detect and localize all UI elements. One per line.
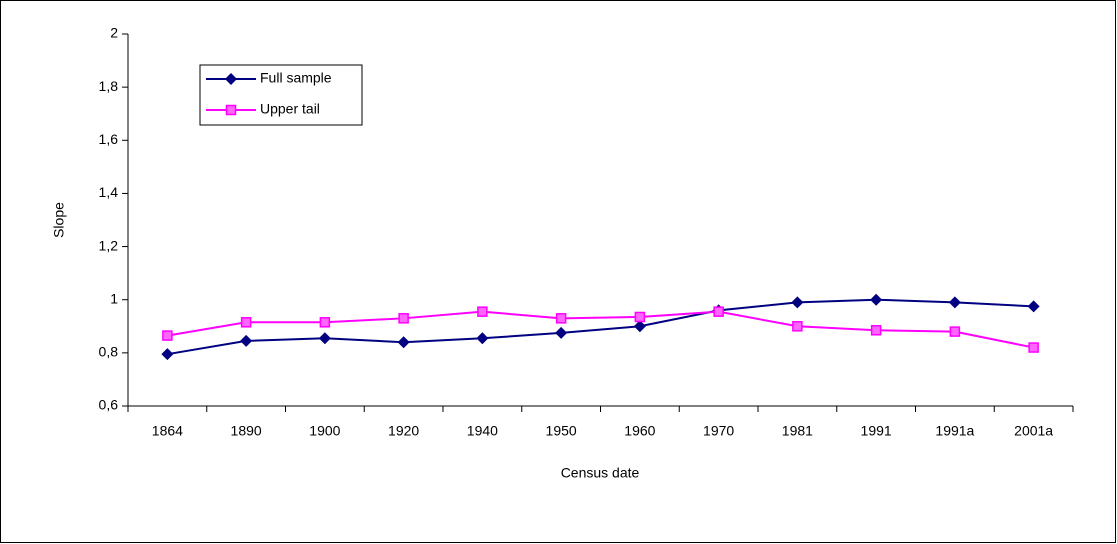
y-tick-label: 1,4	[99, 184, 119, 200]
marker	[476, 332, 489, 345]
marker	[948, 296, 961, 309]
legend-label: Full sample	[260, 70, 332, 86]
y-tick-label: 0,8	[99, 344, 119, 360]
series-line	[167, 310, 1034, 349]
y-tick-label: 1	[110, 290, 118, 306]
marker	[161, 348, 174, 361]
marker	[225, 104, 237, 116]
marker	[1027, 300, 1040, 313]
y-tick-label: 1,8	[99, 78, 119, 94]
marker	[792, 321, 803, 332]
y-axis-label: Slope	[51, 202, 67, 238]
marker	[318, 332, 331, 345]
marker	[633, 320, 646, 333]
marker	[240, 317, 252, 328]
marker	[555, 313, 567, 324]
x-tick-label: 1970	[703, 423, 734, 439]
marker	[1028, 342, 1039, 353]
marker	[870, 325, 882, 336]
series-line	[167, 298, 1034, 356]
x-tick-label: 2001a	[1014, 423, 1053, 439]
x-axis-label: Census date	[561, 465, 640, 481]
x-tick-label: 1890	[231, 423, 262, 439]
marker	[477, 306, 488, 317]
x-tick-label: 1960	[624, 423, 655, 439]
x-tick-label: 1864	[152, 423, 183, 439]
marker	[791, 296, 804, 309]
x-tick-label: 1940	[467, 423, 498, 439]
x-tick-label: 1991	[861, 423, 892, 439]
marker	[225, 73, 237, 85]
x-tick-label: 1981	[782, 423, 813, 439]
marker	[949, 326, 961, 337]
x-tick-label: 1900	[309, 423, 340, 439]
x-tick-label: 1991a	[935, 423, 974, 439]
marker	[319, 317, 331, 328]
y-tick-label: 1,6	[99, 131, 119, 147]
marker	[555, 326, 568, 339]
marker	[713, 306, 724, 317]
y-tick-label: 0,6	[99, 397, 119, 413]
legend-label: Upper tail	[260, 101, 320, 117]
marker	[240, 334, 253, 347]
x-tick-label: 1950	[546, 423, 577, 439]
marker	[398, 313, 409, 324]
x-tick-label: 1920	[388, 423, 419, 439]
marker	[634, 311, 646, 323]
marker	[870, 293, 883, 306]
y-tick-label: 2	[110, 25, 118, 41]
marker	[162, 330, 173, 341]
marker	[397, 336, 410, 349]
y-tick-label: 1,2	[99, 237, 119, 253]
